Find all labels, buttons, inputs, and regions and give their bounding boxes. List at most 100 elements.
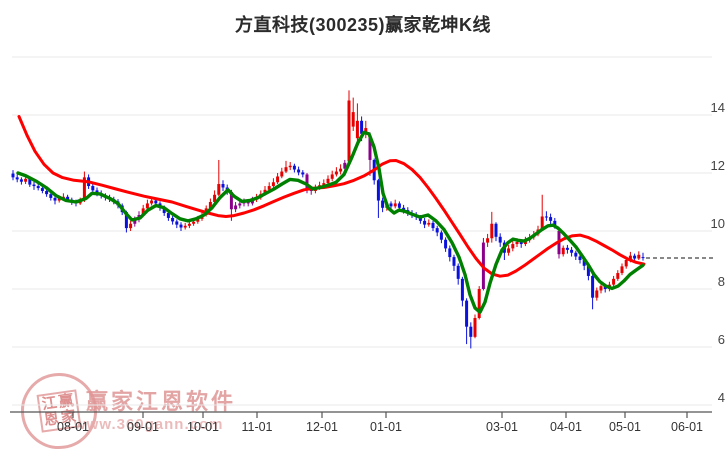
candle-body xyxy=(28,178,32,185)
candle-body xyxy=(297,169,301,173)
candle-body xyxy=(322,183,326,186)
candle-body xyxy=(423,220,427,225)
candle-body xyxy=(393,203,397,207)
candle-body xyxy=(208,202,212,209)
candle-body xyxy=(339,168,343,172)
candle-body xyxy=(637,254,641,259)
candle-body xyxy=(591,275,595,298)
candle-body xyxy=(490,223,494,239)
candle-body xyxy=(570,249,574,253)
y-axis-tick-label: 8 xyxy=(718,274,725,289)
candle-body xyxy=(15,177,19,180)
candle-body xyxy=(486,238,490,243)
candle-body xyxy=(133,219,137,224)
candle-body xyxy=(330,174,334,179)
candle-body xyxy=(326,178,330,184)
x-axis-tick-label: 12-01 xyxy=(306,420,338,434)
candle-body xyxy=(439,232,443,240)
x-axis-tick-label: 09-01 xyxy=(127,420,159,434)
candle-body xyxy=(221,184,225,188)
candle-body xyxy=(427,222,431,225)
candle-body xyxy=(276,176,280,183)
candle-body xyxy=(473,318,477,337)
x-axis-tick-label: 06-01 xyxy=(671,420,703,434)
candle-body xyxy=(444,239,448,249)
candle-body xyxy=(586,265,590,276)
x-axis-tick-label: 05-01 xyxy=(609,420,641,434)
candle-body xyxy=(49,194,53,198)
x-axis-tick-label: 08-01 xyxy=(57,420,89,434)
y-axis-tick-label: 10 xyxy=(711,216,725,231)
x-axis-tick-label: 11-01 xyxy=(241,420,272,434)
candle-body xyxy=(402,207,406,211)
candle-body xyxy=(515,242,519,245)
candle-body xyxy=(32,184,36,187)
candle-body xyxy=(66,196,70,200)
candle-body xyxy=(612,278,616,285)
candle-body xyxy=(633,255,637,259)
candle-body xyxy=(574,252,578,257)
candle-body xyxy=(305,174,309,189)
candle-body xyxy=(82,177,86,201)
x-axis-tick-label: 10-01 xyxy=(187,420,219,434)
candle-body xyxy=(187,223,191,226)
candle-body xyxy=(95,190,99,194)
candle-body xyxy=(469,326,473,337)
candle-body xyxy=(229,191,233,210)
candle-body xyxy=(351,112,355,127)
candle-body xyxy=(389,203,393,207)
candle-body xyxy=(343,162,347,169)
ma-line-long-red xyxy=(17,115,646,278)
candle-body xyxy=(549,217,553,221)
y-axis-tick-label: 4 xyxy=(718,390,725,405)
candle-body xyxy=(435,228,439,233)
candle-body xyxy=(284,167,288,172)
candle-body xyxy=(196,218,200,222)
candle-body xyxy=(124,212,128,229)
candle-body xyxy=(301,172,305,175)
candle-body xyxy=(179,224,183,228)
candle-body xyxy=(347,100,351,162)
y-axis-tick-label: 12 xyxy=(711,158,725,173)
candle-body xyxy=(171,217,175,222)
candle-body xyxy=(280,171,284,177)
chart-title: 方直科技(300235)赢家乾坤K线 xyxy=(234,15,492,35)
candle-body xyxy=(162,207,166,214)
candle-body xyxy=(145,203,149,209)
candle-body xyxy=(418,217,422,221)
candle-body xyxy=(267,186,271,190)
candle-body xyxy=(376,180,380,201)
candle-body xyxy=(271,182,275,187)
y-axis: 14 12 10 8 6 4 xyxy=(711,100,725,405)
gridlines xyxy=(12,56,712,406)
candle-body xyxy=(263,189,267,194)
candle-body xyxy=(519,242,523,245)
candle-body xyxy=(45,190,49,195)
x-axis-tick-label: 04-01 xyxy=(550,420,582,434)
candle-body xyxy=(250,199,254,204)
candlestick-series xyxy=(11,90,645,349)
candle-body xyxy=(582,260,586,266)
candle-body xyxy=(334,171,338,175)
candle-body xyxy=(498,236,502,243)
candle-body xyxy=(355,120,359,139)
candle-body xyxy=(154,200,158,204)
candle-body xyxy=(150,200,154,204)
candle-body xyxy=(292,165,296,170)
candle-body xyxy=(544,216,548,218)
candle-body xyxy=(213,194,217,202)
candle-body xyxy=(565,247,569,250)
candle-body xyxy=(641,257,645,259)
candle-body xyxy=(217,184,221,195)
candle-body xyxy=(494,223,498,237)
candle-body xyxy=(24,178,28,182)
candle-body xyxy=(540,216,544,230)
candle-body xyxy=(595,290,599,298)
candle-body xyxy=(246,201,250,204)
candle-body xyxy=(129,223,133,229)
candle-body xyxy=(360,120,364,134)
candle-body xyxy=(36,186,40,189)
